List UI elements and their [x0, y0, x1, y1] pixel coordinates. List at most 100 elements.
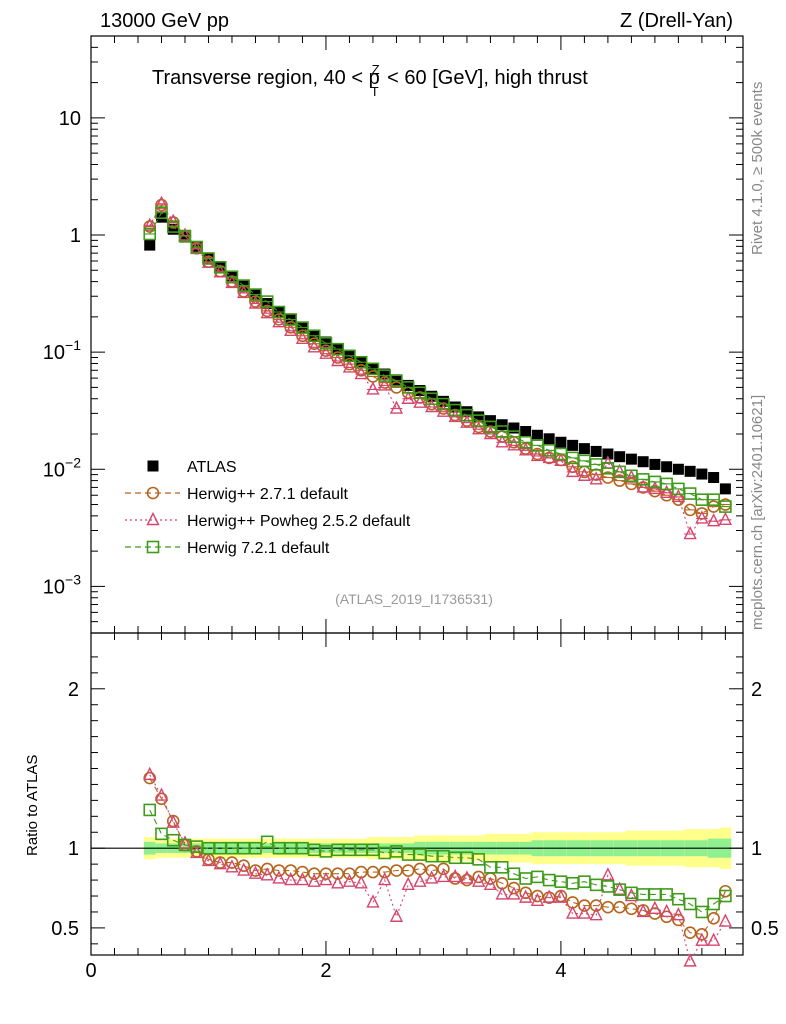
ratio-point: [601, 867, 615, 881]
ratio-point: [166, 814, 180, 828]
ratio-point: [249, 864, 262, 877]
data-point: [531, 429, 543, 441]
x-tick-label: 0: [85, 960, 96, 982]
ratio-point: [706, 932, 721, 946]
data-point: [190, 240, 204, 254]
ratio-point: [319, 872, 333, 886]
rivet-version-label: Rivet 4.1.0, ≥ 500k events: [749, 82, 766, 255]
legend-label: Herwig++ Powheg 2.5.2 default: [187, 513, 411, 530]
ratio-point: [695, 927, 709, 941]
analysis-id-label: (ATLAS_2019_I1736531): [335, 591, 493, 607]
ratio-point: [201, 852, 216, 867]
data-point: [602, 448, 614, 460]
data-point: [449, 401, 461, 413]
data-point: [155, 206, 168, 220]
data-point: [225, 270, 239, 284]
ratio-y-axis: 0.5 0.5 1 1 2 2: [51, 633, 779, 955]
data-point: [460, 414, 474, 428]
data-point: [342, 359, 357, 373]
data-point: [578, 443, 590, 455]
data-point: [154, 195, 169, 209]
data-point: [461, 406, 473, 418]
ratio-point: [389, 908, 404, 922]
data-point: [308, 329, 320, 341]
data-point: [625, 453, 637, 465]
ratio-point: [272, 870, 286, 884]
ratio-point: [695, 905, 709, 919]
ratio-point: [624, 887, 639, 902]
ratio-point: [589, 907, 603, 921]
data-point: [155, 211, 167, 223]
ratio-point: [143, 766, 157, 781]
data-point: [495, 434, 509, 448]
data-point: [367, 362, 379, 374]
ratio-y-tick-label: 1: [68, 838, 79, 860]
data-point: [260, 295, 274, 308]
ratio-point: [213, 856, 227, 870]
data-point: [589, 471, 603, 485]
data-point: [543, 433, 555, 445]
ratio-point: [260, 862, 274, 876]
data-point: [237, 279, 251, 292]
data-point: [695, 510, 709, 524]
data-point: [248, 295, 263, 309]
data-point: [343, 349, 356, 363]
ratio-point: [472, 853, 485, 866]
main-y-tick-label: 10−2: [43, 454, 81, 481]
ratio-point: [707, 912, 720, 925]
ratio-point: [178, 835, 192, 849]
legend-label: ATLAS: [187, 459, 237, 476]
legend-marker: [146, 511, 160, 526]
ratio-point: [354, 875, 368, 889]
ratio-point: [237, 859, 251, 873]
data-point: [649, 458, 661, 470]
data-point: [614, 451, 626, 463]
legend-label: Herwig++ 2.7.1 default: [187, 486, 349, 503]
data-point: [260, 305, 274, 319]
ratio-point: [401, 864, 415, 877]
ratio-point: [519, 889, 533, 903]
ratio-plot-frame: [90, 632, 744, 956]
data-point: [683, 503, 697, 517]
data-point: [144, 239, 156, 251]
mcplots-label: mcplots.cern.ch [arXiv:2401.10621]: [749, 395, 766, 630]
data-point: [378, 377, 392, 391]
ratio-point: [530, 892, 545, 907]
ratio-point: [460, 873, 474, 887]
ratio-point: [331, 875, 345, 889]
data-point: [577, 467, 592, 481]
data-point: [684, 465, 696, 477]
ratio-point: [155, 827, 168, 841]
ratio-point: [495, 861, 509, 874]
ratio-point: [225, 856, 239, 869]
data-point: [519, 442, 533, 456]
data-point: [661, 461, 673, 473]
ratio-point: [249, 841, 262, 855]
data-point: [143, 217, 157, 231]
data-point: [331, 342, 345, 356]
ratio-point: [248, 865, 263, 879]
data-point: [707, 493, 720, 506]
data-point: [366, 362, 380, 376]
data-point: [708, 472, 720, 484]
data-point: [637, 456, 649, 468]
ratio-point: [143, 803, 157, 817]
data-point: [719, 500, 732, 513]
data-point: [472, 421, 486, 435]
ratio-point: [613, 881, 627, 895]
ratio-point: [284, 864, 298, 877]
ratio-point: [260, 867, 274, 881]
ratio-point: [260, 835, 274, 849]
ratio-point: [672, 892, 685, 906]
data-point: [379, 368, 391, 380]
ratio-point: [625, 902, 638, 916]
ratio-point: [366, 894, 380, 908]
ratio-point: [425, 870, 439, 884]
ratio-point: [577, 905, 592, 919]
ratio-point: [531, 889, 544, 903]
ratio-point: [554, 889, 568, 903]
data-point: [166, 220, 180, 233]
data-point: [671, 488, 686, 503]
data-point: [402, 379, 414, 391]
data-point: [167, 223, 179, 235]
